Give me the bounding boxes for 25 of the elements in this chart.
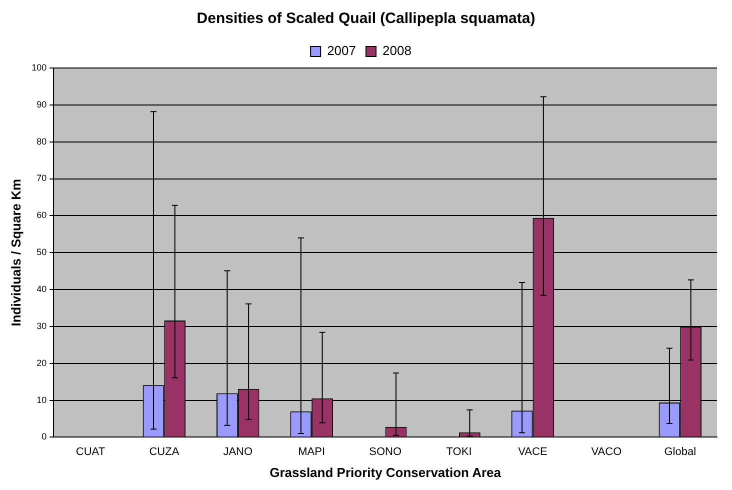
- x-tick-label: JANO: [223, 446, 253, 458]
- legend-label: 2008: [382, 43, 412, 58]
- y-tick-label: 100: [32, 62, 47, 72]
- y-tick-label: 80: [36, 136, 47, 146]
- y-tick-label: 60: [36, 210, 47, 220]
- x-axis-title: Grassland Priority Conservation Area: [270, 464, 502, 480]
- x-tick-label: Global: [664, 446, 696, 458]
- chart-title: Densities of Scaled Quail (Callipepla squamata): [196, 10, 536, 27]
- x-tick-label: CUAT: [76, 446, 106, 458]
- y-tick-label: 20: [36, 358, 47, 368]
- x-tick-label: VACO: [591, 446, 622, 458]
- x-tick-label: SONO: [369, 446, 402, 458]
- y-tick-label: 90: [36, 99, 47, 110]
- y-tick-label: 30: [36, 320, 47, 331]
- y-tick-label: 0: [42, 432, 47, 442]
- legend-label: 2007: [327, 43, 356, 58]
- x-tick-label: MAPI: [298, 446, 326, 458]
- y-tick-label: 40: [36, 284, 47, 294]
- y-tick-label: 50: [36, 247, 47, 258]
- y-axis-title: Individuals / Square Km: [8, 178, 24, 326]
- y-tick-label: 10: [36, 394, 47, 405]
- x-tick-label: CUZA: [149, 446, 180, 458]
- x-tick-label: TOKI: [446, 446, 472, 458]
- y-tick-label: 70: [36, 173, 47, 184]
- x-tick-label: VACE: [518, 446, 548, 458]
